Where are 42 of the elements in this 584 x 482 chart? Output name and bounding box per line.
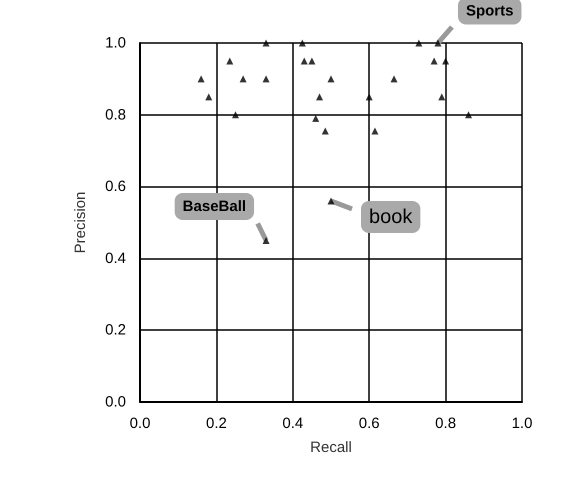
annotation: Sports (466, 2, 514, 20)
annotation: BaseBall (182, 198, 246, 215)
point (322, 127, 329, 134)
point (312, 114, 320, 122)
x-tick-label: 0.2 (206, 415, 227, 432)
x-axis-title: Recall (310, 439, 352, 456)
point (240, 75, 247, 82)
x-tick-label: 0.4 (282, 415, 304, 432)
point (232, 111, 239, 118)
point (328, 197, 334, 204)
x-tick-label: 0.0 (130, 415, 150, 432)
point (438, 93, 446, 100)
point (366, 93, 373, 100)
point (205, 93, 212, 100)
y-axis-title: Precision (72, 192, 89, 254)
x-tick-label: 0.8 (435, 415, 456, 432)
point (262, 236, 270, 244)
y-tick-label: 0.4 (105, 250, 126, 267)
annotation: book (369, 206, 414, 228)
y-tick-label: 0.6 (105, 178, 126, 196)
point (415, 40, 422, 46)
point (442, 57, 450, 64)
point (198, 75, 205, 82)
point (300, 57, 308, 64)
y-tick-label: 1.0 (105, 34, 126, 52)
y-tick-label: 0.8 (105, 106, 126, 124)
point (262, 40, 270, 46)
x-tick-label: 1.0 (512, 415, 532, 432)
point (430, 57, 438, 64)
point (328, 75, 334, 82)
point (434, 40, 442, 46)
y-tick-label: 0.0 (105, 394, 126, 410)
point (371, 127, 378, 134)
point (226, 57, 234, 64)
point (390, 75, 398, 82)
y-tick-label: 0.2 (105, 322, 126, 339)
point (465, 111, 472, 118)
point (308, 57, 316, 64)
point (298, 40, 306, 46)
point (262, 75, 270, 82)
point (316, 93, 324, 100)
x-tick-label: 0.6 (358, 415, 380, 432)
